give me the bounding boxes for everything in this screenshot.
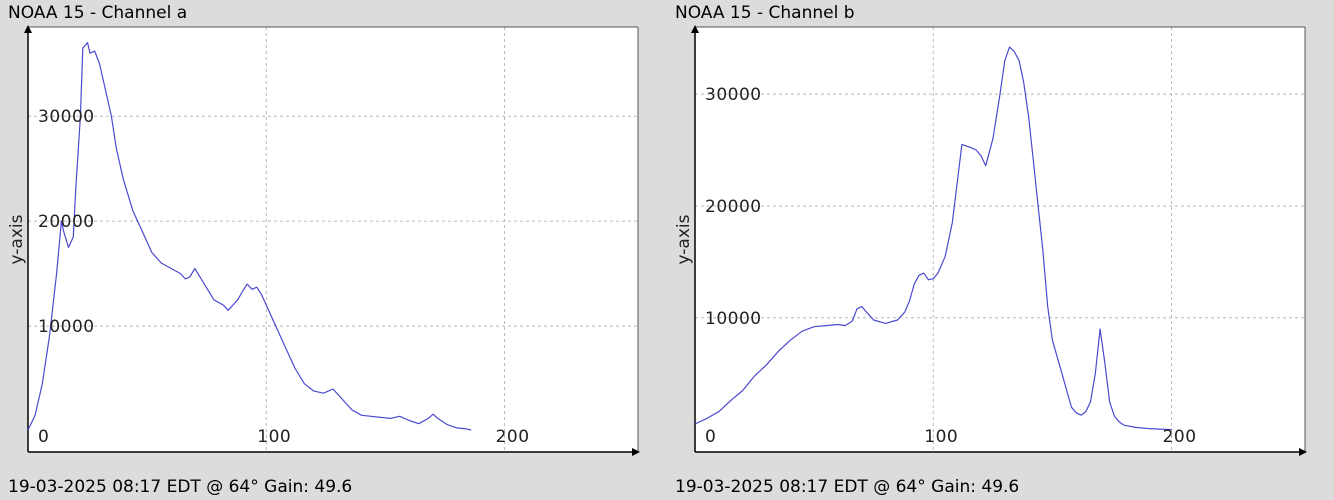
- series-line: [694, 46, 1172, 431]
- chart-title: NOAA 15 - Channel a: [8, 3, 188, 23]
- y-tick-label: 10000: [705, 309, 762, 329]
- x-tick-label: 200: [496, 427, 530, 447]
- y-tick-label: 20000: [705, 197, 762, 217]
- x-tick-label: 100: [257, 427, 291, 447]
- y-axis-label: y-axis: [674, 214, 694, 264]
- chart-panel-channel-a: NOAA 15 - Channel a 0 100 200 10000 20000 300…: [0, 0, 640, 500]
- chart-footer-timestamp: 19-03-2025 08:17 EDT @ 64° Gain: 49.6: [8, 477, 353, 497]
- series-line: [27, 42, 472, 431]
- plot-background: [28, 27, 638, 452]
- y-axis-arrow: [24, 25, 32, 33]
- x-axis-arrow: [632, 448, 640, 456]
- chart-footer-timestamp: 19-03-2025 08:17 EDT @ 64° Gain: 49.6: [675, 477, 1020, 497]
- y-tick-label: 20000: [38, 212, 95, 232]
- x-tick-label: 200: [1163, 427, 1197, 447]
- chart-title: NOAA 15 - Channel b: [675, 3, 855, 23]
- x-tick-label: 100: [924, 427, 958, 447]
- chart-plot-area: 0 100 200 10000 20000 30000 y-axis: [674, 25, 1307, 456]
- x-tick-label: 0: [38, 427, 49, 447]
- grid-lines: [695, 27, 1305, 452]
- grid-lines: [28, 27, 638, 452]
- y-tick-label: 10000: [38, 317, 95, 337]
- chart-plot-area: 0 100 200 10000 20000 30000 y-axis: [7, 25, 640, 456]
- y-axis-label: y-axis: [7, 214, 27, 264]
- y-tick-label: 30000: [705, 85, 762, 105]
- chart-panel-channel-b: NOAA 15 - Channel b 0 100 200 10000 20000 300…: [667, 0, 1307, 500]
- x-axis-arrow: [1299, 448, 1307, 456]
- y-axis-arrow: [691, 25, 699, 33]
- y-tick-label: 30000: [38, 107, 95, 127]
- x-tick-label: 0: [705, 427, 716, 447]
